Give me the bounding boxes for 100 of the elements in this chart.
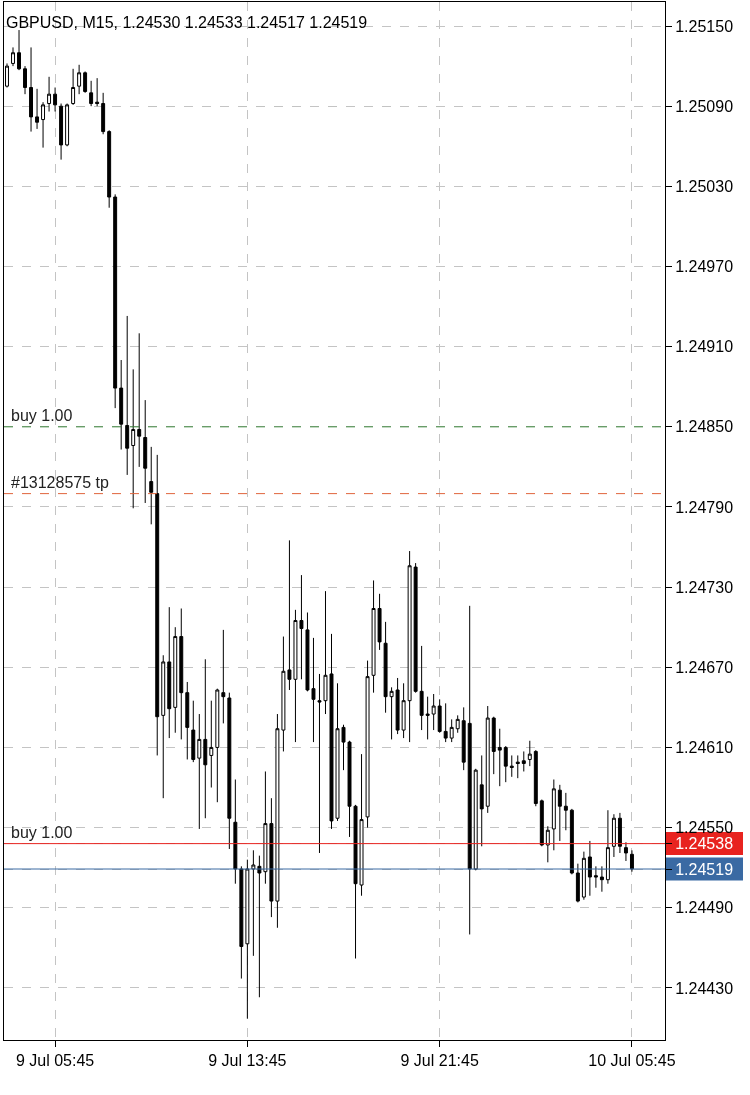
candlestick bbox=[593, 865, 598, 889]
candlestick bbox=[29, 46, 34, 133]
candlestick bbox=[113, 193, 118, 409]
candlestick bbox=[461, 706, 466, 771]
y-tick-label: 1.24850 bbox=[675, 418, 734, 436]
candlestick bbox=[569, 808, 574, 875]
y-tick-label: 1.24538 bbox=[675, 835, 734, 853]
candlestick bbox=[611, 813, 616, 858]
candlestick bbox=[71, 68, 76, 106]
candlestick bbox=[599, 865, 604, 893]
candlestick bbox=[203, 658, 208, 819]
candlestick bbox=[623, 841, 628, 862]
y-tick-label: 1.24519 bbox=[675, 860, 734, 878]
y-tick-label: 1.25030 bbox=[675, 177, 734, 195]
x-tick-label: 9 Jul 21:45 bbox=[400, 1052, 479, 1070]
candlestick bbox=[149, 446, 154, 525]
candlestick bbox=[557, 784, 562, 842]
x-tick-label: 9 Jul 13:45 bbox=[208, 1052, 287, 1070]
candlestick bbox=[491, 716, 496, 775]
candlestick bbox=[35, 88, 40, 130]
candlestick bbox=[617, 812, 622, 854]
x-tick-label: 10 Jul 05:45 bbox=[588, 1052, 676, 1070]
candlestick bbox=[65, 103, 70, 147]
candlestick bbox=[119, 359, 124, 451]
candlestick bbox=[221, 629, 226, 724]
ref-line-label: #13128575 tp bbox=[11, 474, 109, 491]
candlestick bbox=[185, 681, 190, 760]
candlestick bbox=[167, 606, 172, 739]
candlestick bbox=[533, 749, 538, 807]
candlestick bbox=[95, 77, 100, 107]
candlestick bbox=[497, 728, 502, 787]
y-tick-label: 1.25090 bbox=[675, 97, 734, 115]
y-tick-label: 1.24790 bbox=[675, 498, 734, 516]
candlestick bbox=[245, 859, 250, 1020]
candlestick bbox=[467, 605, 472, 935]
candlestick bbox=[509, 754, 514, 778]
candlestick bbox=[527, 740, 532, 767]
candlestick bbox=[191, 700, 196, 763]
candlestick bbox=[143, 399, 148, 504]
candlestick bbox=[449, 718, 454, 743]
y-tick-label: 1.24730 bbox=[675, 578, 734, 596]
candlestick bbox=[473, 768, 478, 871]
candlestick bbox=[215, 688, 220, 803]
candlestick bbox=[455, 714, 460, 734]
y-tick-label: 1.24490 bbox=[675, 899, 734, 917]
candlestick bbox=[83, 70, 88, 94]
y-tick-label: 1.24610 bbox=[675, 739, 734, 757]
y-tick-label: 1.24910 bbox=[675, 338, 734, 356]
candlestick bbox=[575, 863, 580, 903]
candlestick bbox=[197, 713, 202, 830]
candlestick bbox=[545, 825, 550, 863]
text: GBPUSD, M15, 1.24530 1.24533 1.24517 1.24519 bbox=[5, 13, 368, 31]
candlestick bbox=[581, 851, 586, 901]
candlestick bbox=[413, 562, 418, 694]
candlestick bbox=[521, 750, 526, 772]
ref-line-label: buy 1.00 bbox=[11, 824, 73, 841]
y-tick-label: 1.24670 bbox=[675, 658, 734, 676]
y-tick-label: 1.24430 bbox=[675, 979, 734, 997]
candlestick bbox=[89, 80, 94, 107]
candlestick bbox=[59, 103, 64, 161]
ref-line-label: buy 1.00 bbox=[11, 407, 73, 424]
candlestick bbox=[11, 46, 15, 67]
candlestick bbox=[551, 779, 556, 851]
candlestick bbox=[629, 849, 634, 873]
candlestick bbox=[17, 29, 21, 71]
y-tick-label: 1.24970 bbox=[675, 258, 734, 276]
x-tick-label: 9 Jul 05:45 bbox=[15, 1052, 95, 1070]
candlestick bbox=[101, 92, 106, 135]
candlestick bbox=[23, 65, 27, 95]
candlestick bbox=[515, 754, 520, 779]
candlestick bbox=[431, 693, 436, 731]
candlestick bbox=[503, 745, 508, 783]
candlestick bbox=[173, 626, 178, 734]
candlestick bbox=[233, 779, 238, 885]
candlestick bbox=[365, 660, 370, 829]
candlestick bbox=[605, 809, 610, 885]
candlestick bbox=[539, 799, 544, 847]
candlestick bbox=[485, 705, 490, 814]
candlestick bbox=[209, 700, 214, 789]
candlestick bbox=[53, 87, 58, 113]
candlestick bbox=[155, 454, 160, 756]
candlestick bbox=[443, 702, 448, 743]
candlestick bbox=[179, 608, 184, 740]
candlestick bbox=[77, 64, 82, 95]
y-tick-label: 1.25150 bbox=[675, 17, 734, 35]
candlestick bbox=[587, 840, 592, 897]
candlestick bbox=[131, 368, 136, 509]
candlestick bbox=[227, 692, 232, 850]
candlestick bbox=[479, 754, 484, 847]
candlestick bbox=[419, 645, 424, 731]
candlestick bbox=[425, 696, 430, 740]
candlestick bbox=[47, 76, 52, 113]
candlestick bbox=[41, 101, 46, 149]
candlestick bbox=[161, 654, 166, 799]
candlestick bbox=[239, 865, 244, 980]
candlestick bbox=[437, 698, 442, 734]
candlestick bbox=[563, 792, 568, 831]
candlestick bbox=[107, 129, 112, 209]
candlestick bbox=[137, 332, 142, 468]
candlestick bbox=[125, 315, 130, 476]
